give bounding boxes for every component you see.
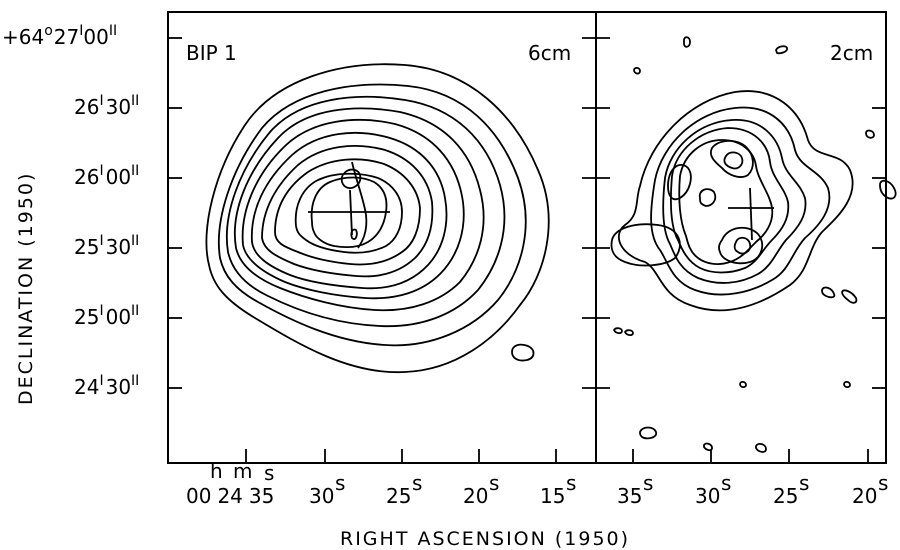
position-cross [749, 187, 753, 241]
contour-2cm [662, 119, 807, 284]
minute-unit: m [233, 459, 252, 483]
contour-2cm [613, 327, 623, 335]
x-tick-label: 30 [309, 484, 334, 508]
contour-6cm [241, 119, 465, 300]
contour-6cm [310, 176, 388, 249]
contour-2cm [678, 139, 774, 265]
contour-2cm [821, 286, 836, 299]
y-tick-labels: +64o27I00II 26I 30II 26I 00II 25I 30II 25I 0… [2, 23, 139, 399]
x-tick-label: 20 [463, 484, 488, 508]
x-tick-label: 35 [617, 484, 642, 508]
contour-2cm [624, 329, 634, 337]
left-band-label: 6cm [528, 41, 571, 65]
contour-6cm [234, 107, 485, 312]
contour-6cm [340, 168, 362, 189]
contour-2cm [709, 140, 754, 178]
x-unit-s: s [799, 471, 809, 495]
contour-2cm [618, 90, 854, 312]
contour-2cm [610, 223, 681, 267]
left-y-ticks [168, 37, 182, 389]
contour-6cm [261, 145, 434, 278]
contour-2cm [667, 164, 692, 201]
x-ticks [245, 449, 869, 463]
x-unit-labels: h m [210, 459, 252, 483]
right-contours [610, 36, 897, 453]
x-tick-labels-left: 00 24 35 s 30 s 25 s 20 s 15 s [186, 461, 576, 508]
hour-unit: h [210, 459, 223, 483]
contour-2cm [703, 442, 713, 452]
contour-2cm [698, 188, 717, 207]
y-tick-label: 26I 30II [74, 93, 139, 119]
x-unit-s: s [566, 471, 576, 495]
contour-6cm [226, 95, 506, 328]
y-axis-title: DECLINATION (1950) [15, 172, 37, 405]
x-tick-labels-right: 35 s 30 s 25 s 20 s [617, 471, 888, 508]
x-unit-s: s [335, 471, 345, 495]
x-unit-s: s [721, 471, 731, 495]
x-unit-s: s [643, 471, 653, 495]
y-tick-label: 25I 30II [74, 233, 139, 259]
contour-2cm [843, 380, 851, 389]
x-unit-s: s [264, 461, 274, 485]
contour-2cm [633, 66, 641, 75]
contour-6cm [294, 172, 403, 254]
right-panel-frame [595, 11, 887, 464]
contour-2cm [723, 151, 744, 170]
y-tick-label: 26I 00II [74, 163, 139, 189]
source-name-label: BIP 1 [186, 41, 237, 65]
x-tick-label: 25 [773, 484, 798, 508]
contour-6cm [250, 131, 448, 290]
contour-2cm [865, 129, 875, 139]
x-tick-label: 20 [852, 484, 877, 508]
contour-2cm [639, 426, 658, 440]
contour-2cm [669, 127, 790, 274]
x-axis-title: RIGHT ASCENSION (1950) [340, 528, 630, 550]
contour-2cm [879, 179, 897, 200]
x-tick-label: 25 [386, 484, 411, 508]
y-tick-label: +64o27I00II [2, 23, 117, 49]
contour-2cm [739, 380, 747, 389]
right-band-label: 2cm [830, 41, 873, 65]
contour-2cm [775, 45, 788, 55]
left-panel-frame [167, 11, 597, 464]
x-unit-s: s [489, 471, 499, 495]
y-tick-label: 24I 30II [74, 373, 139, 399]
contour-6cm [205, 63, 550, 374]
contour-6cm [218, 83, 527, 347]
divider-ticks [582, 37, 610, 389]
right-y-ticks [872, 107, 886, 389]
contour-2cm [755, 442, 767, 453]
x-tick-label: 30 [695, 484, 720, 508]
contour-2cm [683, 36, 691, 48]
position-cross [349, 189, 353, 236]
contour-6cm [274, 158, 421, 266]
contour-2cm [718, 226, 764, 265]
contour-6cm [511, 343, 535, 362]
x-unit-s: s [412, 471, 422, 495]
left-contours [205, 63, 550, 374]
x-tick-label: 00 24 35 [186, 484, 274, 508]
contour-6cm [351, 161, 368, 249]
contour-2cm [650, 106, 831, 296]
x-tick-label: 15 [540, 484, 565, 508]
contour-2cm [841, 289, 858, 304]
y-tick-label: 25I 00II [74, 303, 139, 329]
contour-2cm [733, 236, 752, 255]
x-unit-s: s [878, 471, 888, 495]
